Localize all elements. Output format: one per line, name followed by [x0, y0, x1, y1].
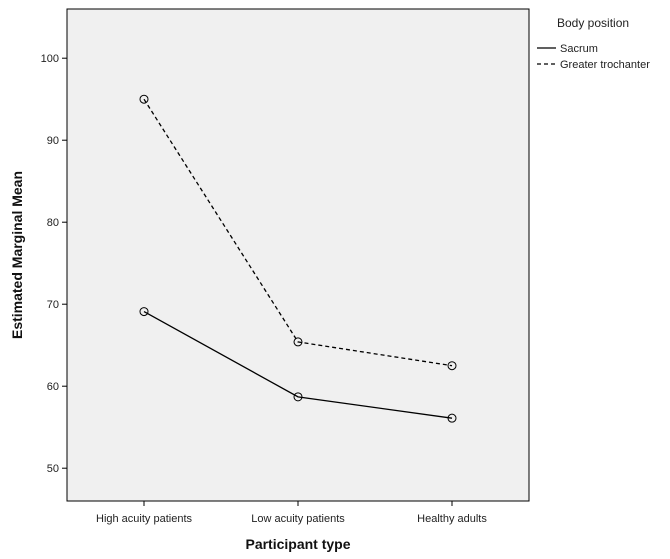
x-tick-label: Low acuity patients — [251, 513, 345, 525]
legend-label: Greater trochanter — [560, 59, 650, 71]
x-tick-label: Healthy adults — [417, 513, 487, 525]
series-line-1 — [143, 311, 453, 419]
y-axis: 50 60 70 80 90 100 — [41, 53, 67, 475]
y-tick-label: 60 — [47, 381, 59, 393]
plot-area — [66, 8, 530, 502]
data-point — [293, 392, 303, 402]
data-point — [139, 94, 149, 104]
x-axis: High acuity patients Low acuity patients H… — [96, 501, 487, 525]
y-axis-title: Estimated Marginal Mean — [9, 171, 25, 339]
y-tick-label: 70 — [47, 299, 59, 311]
series-line-2 — [143, 98, 453, 367]
y-tick-label: 90 — [47, 135, 59, 147]
x-axis-title: Participant type — [245, 536, 350, 552]
data-point — [447, 413, 457, 423]
legend-title: Body position — [557, 16, 629, 30]
y-tick-label: 100 — [41, 53, 59, 65]
y-tick-label: 50 — [47, 463, 59, 475]
legend-label: Sacrum — [560, 43, 598, 55]
series-layer — [139, 94, 457, 423]
legend: Body position Sacrum Greater trochanter — [537, 16, 650, 71]
data-point — [293, 337, 303, 347]
data-point — [447, 361, 457, 371]
data-point — [139, 307, 149, 317]
x-tick-label: High acuity patients — [96, 513, 192, 525]
y-tick-label: 80 — [47, 217, 59, 229]
